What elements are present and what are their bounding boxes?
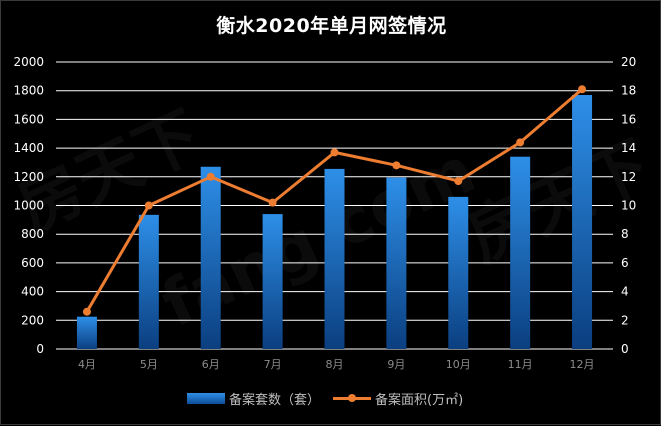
- line-point: [206, 172, 215, 181]
- y-left-tick-label: 200: [21, 313, 44, 327]
- x-tick-label: 12月: [570, 358, 595, 371]
- y-right-tick-label: 6: [621, 256, 629, 270]
- x-tick-label: 9月: [387, 358, 405, 371]
- bar: [200, 166, 221, 349]
- legend-label-line: 备案面积(万㎡): [375, 392, 464, 408]
- y-left-tick-label: 1600: [13, 112, 44, 126]
- x-tick-label: 11月: [508, 358, 533, 371]
- x-tick-label: 8月: [326, 358, 344, 371]
- line-point: [454, 177, 463, 186]
- y-left-tick-label: 1000: [13, 199, 44, 213]
- legend-line-swatch: [333, 392, 371, 404]
- legend-item-bar: 备案套数（套）: [187, 388, 320, 408]
- line-point: [144, 201, 153, 210]
- legend: 备案套数（套） 备案面积(万㎡): [1, 388, 661, 408]
- y-left-tick-label: 400: [21, 285, 44, 299]
- line-point: [268, 198, 277, 207]
- line-point: [578, 85, 587, 94]
- y-right-tick-label: 12: [621, 170, 636, 184]
- y-right-tick-label: 10: [621, 199, 636, 213]
- y-left-tick-label: 600: [21, 256, 44, 270]
- bar: [448, 196, 469, 349]
- chart-title: 衡水2020年单月网签情况: [216, 15, 447, 37]
- x-tick-label: 6月: [202, 358, 220, 371]
- line-point: [82, 307, 91, 316]
- y-right-tick-label: 4: [621, 285, 629, 299]
- y-right-tick-label: 0: [621, 342, 629, 356]
- y-left-tick-label: 0: [36, 342, 44, 356]
- y-right-tick-label: 14: [621, 141, 636, 155]
- x-tick-label: 4月: [78, 358, 96, 371]
- y-left-tick-label: 1800: [13, 84, 44, 98]
- x-tick-label: 5月: [140, 358, 158, 371]
- legend-item-line: 备案面积(万㎡): [333, 388, 463, 408]
- bar: [510, 156, 531, 349]
- legend-label-bar: 备案套数（套）: [229, 392, 321, 408]
- bar: [324, 168, 345, 349]
- y-right-tick-label: 8: [621, 227, 629, 241]
- x-tick-label: 10月: [446, 358, 471, 371]
- y-right-tick-label: 18: [621, 84, 636, 98]
- line-point: [392, 161, 401, 170]
- bar: [572, 95, 593, 349]
- bar: [138, 214, 159, 349]
- y-left-tick-label: 1400: [13, 141, 44, 155]
- y-right-tick-label: 2: [621, 313, 629, 327]
- y-left-tick-label: 2000: [13, 55, 44, 69]
- y-right-tick-label: 16: [621, 112, 636, 126]
- y-left-tick-label: 1200: [13, 170, 44, 184]
- bar: [386, 177, 407, 349]
- bar: [262, 214, 283, 349]
- legend-bar-swatch: [187, 392, 225, 404]
- line-point: [516, 138, 525, 147]
- y-left-tick-label: 800: [21, 227, 44, 241]
- x-tick-label: 7月: [264, 358, 282, 371]
- line-point: [330, 148, 339, 157]
- y-right-tick-label: 20: [621, 55, 636, 69]
- bar: [76, 316, 97, 349]
